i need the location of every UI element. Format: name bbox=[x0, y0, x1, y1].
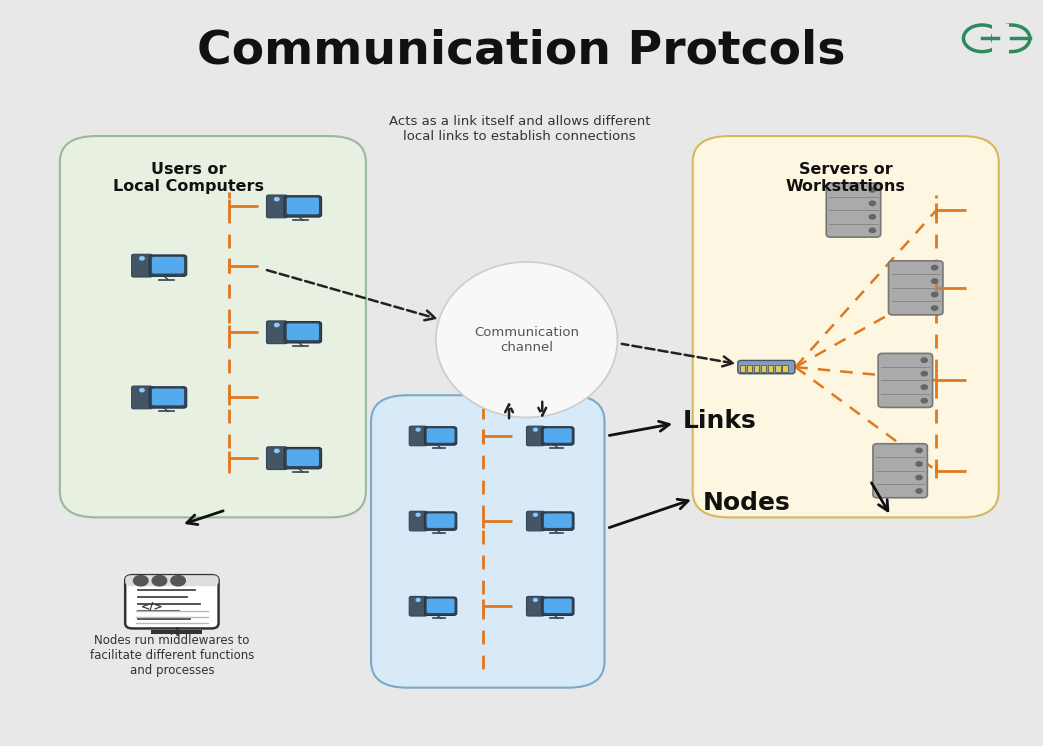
Text: Communication Protcols: Communication Protcols bbox=[197, 28, 846, 73]
Circle shape bbox=[416, 598, 420, 601]
FancyBboxPatch shape bbox=[284, 195, 321, 217]
FancyBboxPatch shape bbox=[527, 511, 544, 531]
FancyBboxPatch shape bbox=[125, 575, 219, 586]
Bar bbox=[775, 365, 780, 372]
Bar bbox=[739, 365, 745, 372]
Circle shape bbox=[921, 358, 927, 363]
FancyBboxPatch shape bbox=[267, 195, 287, 218]
Text: Nodes: Nodes bbox=[703, 491, 791, 515]
Circle shape bbox=[416, 428, 420, 431]
Text: Acts as a link itself and allows different
local links to establish connections: Acts as a link itself and allows differe… bbox=[389, 115, 650, 142]
FancyBboxPatch shape bbox=[425, 427, 457, 445]
Bar bbox=[761, 365, 767, 372]
FancyBboxPatch shape bbox=[371, 395, 605, 688]
FancyBboxPatch shape bbox=[149, 255, 187, 276]
Circle shape bbox=[274, 449, 280, 453]
Bar bbox=[151, 630, 201, 634]
Circle shape bbox=[533, 428, 537, 431]
Circle shape bbox=[171, 575, 186, 586]
Circle shape bbox=[152, 575, 167, 586]
FancyBboxPatch shape bbox=[125, 575, 219, 628]
Circle shape bbox=[869, 201, 875, 206]
Text: Links: Links bbox=[682, 409, 756, 433]
FancyBboxPatch shape bbox=[284, 448, 321, 468]
Circle shape bbox=[921, 398, 927, 403]
FancyBboxPatch shape bbox=[544, 598, 572, 613]
FancyBboxPatch shape bbox=[267, 321, 287, 344]
FancyBboxPatch shape bbox=[267, 447, 287, 469]
Circle shape bbox=[134, 575, 148, 586]
FancyBboxPatch shape bbox=[541, 597, 574, 615]
Bar bbox=[782, 365, 787, 372]
Text: Communication
channel: Communication channel bbox=[475, 326, 579, 354]
FancyBboxPatch shape bbox=[287, 198, 319, 214]
Circle shape bbox=[869, 188, 875, 192]
Text: Nodes run middlewares to
facilitate different functions
and processes: Nodes run middlewares to facilitate diff… bbox=[90, 634, 254, 677]
FancyBboxPatch shape bbox=[287, 324, 319, 340]
FancyBboxPatch shape bbox=[541, 512, 574, 530]
Bar bbox=[754, 365, 759, 372]
Circle shape bbox=[931, 306, 938, 310]
Text: </>: </> bbox=[141, 602, 164, 612]
FancyBboxPatch shape bbox=[59, 136, 366, 518]
Circle shape bbox=[533, 513, 537, 516]
FancyBboxPatch shape bbox=[427, 598, 455, 613]
Circle shape bbox=[916, 448, 922, 453]
Circle shape bbox=[869, 215, 875, 219]
FancyBboxPatch shape bbox=[284, 322, 321, 343]
FancyBboxPatch shape bbox=[544, 428, 572, 442]
FancyBboxPatch shape bbox=[152, 389, 185, 405]
Circle shape bbox=[274, 198, 280, 201]
Circle shape bbox=[921, 385, 927, 389]
Circle shape bbox=[274, 324, 280, 327]
Circle shape bbox=[916, 475, 922, 480]
FancyBboxPatch shape bbox=[287, 449, 319, 466]
FancyBboxPatch shape bbox=[152, 257, 185, 274]
FancyBboxPatch shape bbox=[541, 427, 574, 445]
Text: Users or
Local Computers: Users or Local Computers bbox=[113, 162, 264, 195]
Bar bbox=[747, 365, 752, 372]
FancyBboxPatch shape bbox=[409, 426, 427, 446]
Circle shape bbox=[140, 257, 144, 260]
FancyBboxPatch shape bbox=[149, 386, 187, 408]
FancyBboxPatch shape bbox=[527, 426, 544, 446]
Bar bbox=[769, 365, 774, 372]
Text: Servers or
Workstations: Servers or Workstations bbox=[785, 162, 905, 195]
FancyBboxPatch shape bbox=[878, 354, 932, 407]
FancyBboxPatch shape bbox=[427, 513, 455, 528]
Circle shape bbox=[931, 292, 938, 297]
Circle shape bbox=[140, 389, 144, 392]
FancyBboxPatch shape bbox=[409, 511, 427, 531]
Circle shape bbox=[869, 228, 875, 233]
FancyBboxPatch shape bbox=[826, 183, 880, 237]
FancyBboxPatch shape bbox=[873, 444, 927, 498]
FancyBboxPatch shape bbox=[544, 513, 572, 528]
Circle shape bbox=[931, 279, 938, 283]
Ellipse shape bbox=[436, 262, 617, 418]
FancyBboxPatch shape bbox=[527, 597, 544, 616]
Circle shape bbox=[533, 598, 537, 601]
FancyBboxPatch shape bbox=[889, 261, 943, 315]
FancyBboxPatch shape bbox=[131, 254, 152, 277]
FancyBboxPatch shape bbox=[427, 428, 455, 442]
FancyBboxPatch shape bbox=[425, 597, 457, 615]
Circle shape bbox=[916, 462, 922, 466]
Circle shape bbox=[916, 489, 922, 493]
FancyBboxPatch shape bbox=[409, 597, 427, 616]
FancyBboxPatch shape bbox=[993, 24, 1009, 53]
FancyBboxPatch shape bbox=[693, 136, 999, 518]
Circle shape bbox=[921, 372, 927, 376]
Circle shape bbox=[931, 266, 938, 270]
FancyBboxPatch shape bbox=[131, 386, 152, 409]
FancyBboxPatch shape bbox=[425, 512, 457, 530]
FancyBboxPatch shape bbox=[737, 360, 795, 374]
Circle shape bbox=[416, 513, 420, 516]
